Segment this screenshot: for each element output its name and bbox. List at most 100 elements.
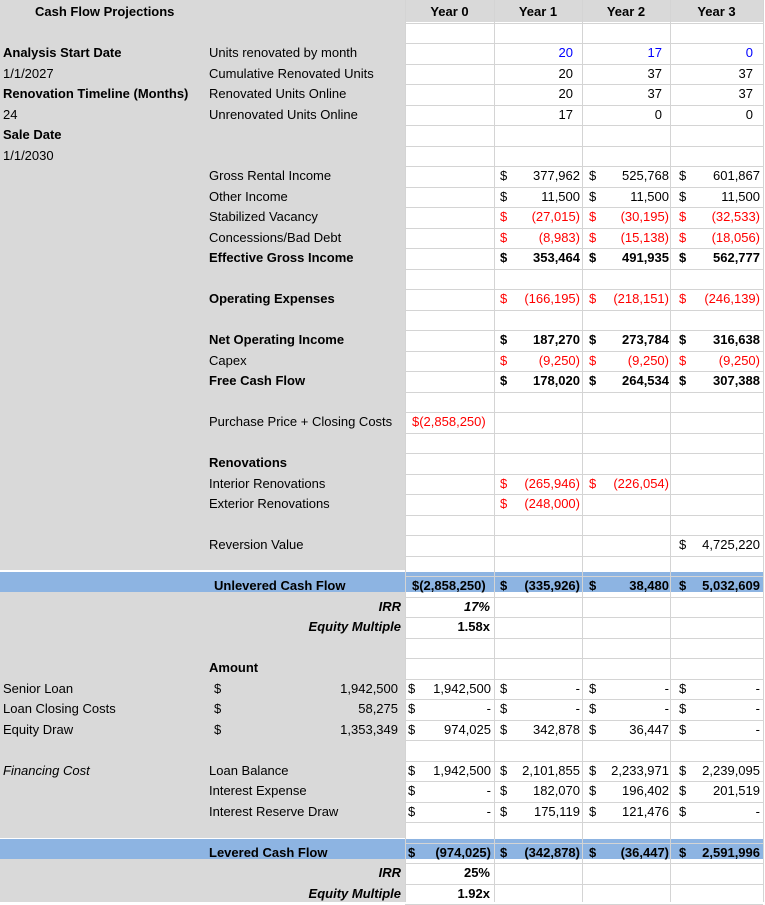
opex-dollar: $ [500, 291, 508, 306]
noi-label: Net Operating Income [209, 332, 345, 347]
income-value: 11,500 [630, 188, 669, 204]
grid-line-h [405, 187, 763, 188]
noi-dollar: $ [500, 373, 508, 388]
levered-em-value: 1.92x [457, 885, 490, 901]
grid-line-h [405, 125, 763, 126]
grid-line-h [405, 576, 763, 577]
income-value: (30,195) [620, 209, 669, 224]
grid-line-h [405, 433, 763, 434]
financing-cost-row-label: Interest Reserve Draw [209, 803, 339, 819]
year-header-0: Year 0 [430, 4, 469, 19]
income-dollar: $ [679, 188, 687, 204]
financing-amount-dollar: $ [214, 701, 222, 716]
levered-highlight-row [0, 839, 763, 859]
grid-line-h [405, 166, 763, 167]
financing-y3-value: - [755, 721, 760, 737]
financing-y0-dollar: $ [408, 701, 416, 716]
interior-y1-dollar: $ [500, 475, 508, 491]
unlevered-highlight-row [0, 572, 763, 592]
income-value: 562,777 [713, 250, 760, 265]
units-row-label: Cumulative Renovated Units [209, 65, 374, 81]
financing-cost-y2-dollar: $ [589, 803, 597, 819]
grid-line-h [405, 269, 763, 270]
interior-y2-dollar: $ [589, 475, 597, 491]
start-date-value: 1/1/2027 [3, 65, 54, 81]
grid-line-h [405, 412, 763, 413]
unlevered-label: Unlevered Cash Flow [214, 578, 346, 593]
financing-y3-value: - [755, 701, 760, 716]
noi-value: 187,270 [533, 332, 580, 347]
grid-line-h [405, 699, 763, 700]
grid-line-v [763, 0, 764, 902]
exterior-y1-dollar: $ [500, 496, 508, 511]
units-value: 37 [647, 65, 662, 81]
grid-line-h [405, 330, 763, 331]
noi-value: 316,638 [713, 332, 760, 347]
units-value: 20 [558, 86, 573, 101]
unlevered-y3-dollar: $ [679, 578, 687, 593]
grid-line-v [670, 0, 671, 902]
income-label: Other Income [209, 188, 288, 204]
grid-line-h [405, 207, 763, 208]
financing-cost-y0-dollar: $ [408, 803, 416, 819]
grid-line-h [405, 679, 763, 680]
income-value: (8,983) [538, 229, 580, 245]
purchase-value: $(2,858,250) [412, 414, 486, 429]
financing-y3-value: - [755, 680, 760, 696]
grid-line-h [405, 392, 763, 393]
grid-line-h [405, 802, 763, 803]
financing-amount-dollar: $ [214, 680, 222, 696]
year-header-3: Year 3 [697, 4, 736, 19]
financing-cost-y1-value: 182,070 [533, 783, 580, 798]
income-dollar: $ [500, 209, 508, 224]
noi-value: 264,534 [622, 373, 669, 388]
units-row-label: Units renovated by month [209, 45, 358, 60]
unlevered-y1-dollar: $ [500, 578, 508, 593]
grid-line-h [405, 658, 763, 659]
financing-cost-row-label: Loan Balance [209, 762, 289, 778]
noi-value: 273,784 [622, 332, 669, 347]
grid-line-h [405, 474, 763, 475]
financing-y1-dollar: $ [500, 680, 508, 696]
year-header-1: Year 1 [518, 4, 558, 19]
grid-line-h [405, 740, 763, 741]
noi-label: Capex [209, 352, 247, 368]
financing-cost-y3-dollar: $ [679, 762, 687, 778]
income-dollar: $ [589, 188, 597, 204]
renovation-timeline-label: Renovation Timeline (Months) [3, 86, 189, 101]
noi-dollar: $ [679, 332, 687, 347]
noi-dollar: $ [589, 332, 597, 347]
exterior-y1-value: (248,000) [524, 496, 580, 511]
levered-em-label: Equity Multiple [308, 885, 401, 901]
income-dollar: $ [679, 250, 687, 265]
grid-line-h [405, 248, 763, 249]
income-value: (27,015) [531, 209, 580, 224]
units-row-label: Unrenovated Units Online [209, 106, 358, 122]
income-dollar: $ [500, 250, 508, 265]
financing-y3-dollar: $ [679, 721, 687, 737]
opex-label: Operating Expenses [209, 291, 335, 306]
interior-y1-value: (265,946) [524, 475, 580, 491]
income-label: Concessions/Bad Debt [209, 229, 342, 245]
income-dollar: $ [589, 209, 597, 224]
exterior-renovations-label: Exterior Renovations [209, 496, 330, 511]
income-value: 353,464 [533, 250, 580, 265]
financing-cost-label: Financing Cost [3, 762, 90, 778]
income-dollar: $ [500, 188, 508, 204]
grid-line-v [405, 0, 406, 902]
grid-line-h [405, 863, 763, 864]
units-value: 37 [647, 86, 662, 101]
unlevered-em-value: 1.58x [457, 619, 490, 634]
income-value: 11,500 [541, 188, 580, 204]
income-value: 601,867 [713, 168, 760, 183]
financing-y0-dollar: $ [408, 680, 416, 696]
noi-dollar: $ [500, 352, 508, 368]
financing-label: Loan Closing Costs [3, 701, 116, 716]
levered-label: Levered Cash Flow [209, 844, 328, 860]
financing-y1-dollar: $ [500, 701, 508, 716]
noi-label: Free Cash Flow [209, 373, 306, 388]
financing-y3-dollar: $ [679, 701, 687, 716]
grid-line-h [405, 351, 763, 352]
grid-line-h [405, 43, 763, 44]
levered-y0-value: (974,025) [435, 844, 491, 860]
